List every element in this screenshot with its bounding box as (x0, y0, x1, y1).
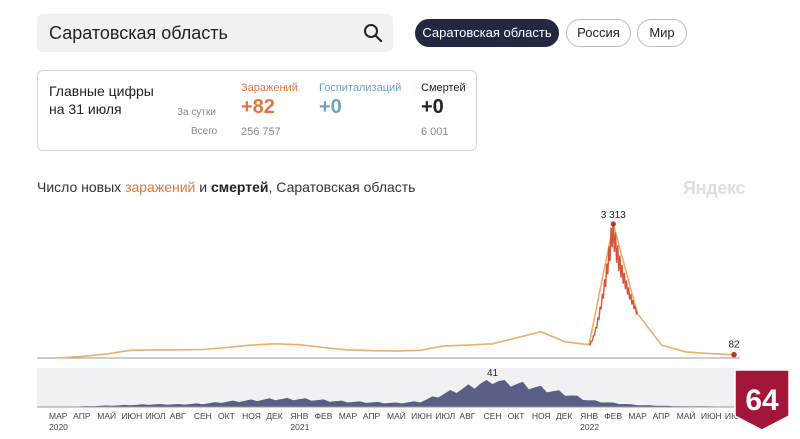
stats-title-line2: на 31 июля (49, 101, 122, 117)
region-64-badge: 64 (734, 369, 790, 431)
infections-label: Заражений (241, 82, 298, 94)
month-label: ОКТ (218, 411, 235, 421)
chart-title-pre: Число новых (37, 179, 126, 195)
month-label: ДЕК (266, 411, 283, 421)
row-label-daily: За сутки (177, 107, 216, 118)
deaths-panel-bg (37, 368, 740, 407)
month-label: МАЙ (676, 411, 696, 421)
deaths-peak-label: 41 (487, 368, 499, 379)
yandex-watermark: Яндекс (683, 178, 746, 198)
hospital-label: Госпитализаций (319, 82, 402, 94)
month-label: АВГ (169, 411, 186, 421)
stats-title-line1: Главные цифры (49, 83, 154, 99)
month-label: АПР (362, 411, 381, 421)
badge-text: 64 (745, 384, 779, 417)
chart-title-infections: заражений (125, 179, 196, 195)
month-label: ИЮН (121, 411, 143, 421)
search-box[interactable] (37, 14, 393, 52)
month-label: НОЯ (242, 411, 261, 421)
chart-title-post: , Саратовская область (268, 179, 416, 195)
month-label: АПР (652, 411, 670, 421)
month-label: МАЙ (387, 411, 406, 421)
year-label: 2022 (580, 422, 600, 432)
infections-peak-label: 3 313 (601, 210, 626, 221)
hospital-daily: +0 (319, 96, 342, 118)
region-pill-world[interactable]: Мир (637, 19, 687, 47)
month-label: МАР (338, 411, 358, 421)
chart-title: Число новых заражений и смертей, Саратов… (37, 179, 415, 195)
chart-title-mid: и (195, 179, 211, 195)
deaths-daily: +0 (421, 96, 444, 118)
month-label: НОЯ (531, 411, 551, 421)
month-label: ЯНВ (580, 411, 599, 421)
month-label: ИЮЛ (145, 411, 166, 421)
month-label: МАЙ (97, 411, 117, 421)
row-label-total: Всего (191, 126, 218, 137)
month-label: МАР (628, 411, 647, 421)
region-pill-saratov[interactable]: Саратовская область (415, 19, 559, 47)
month-label: СЕН (193, 411, 212, 421)
search-input[interactable] (37, 14, 347, 52)
infections-last-dot (731, 351, 737, 358)
year-label: 2021 (290, 422, 310, 432)
deaths-area (58, 380, 734, 407)
stats-card: Главные цифры на 31 июля За сутки Всего … (37, 70, 477, 151)
month-label: ОКТ (507, 411, 525, 421)
infections-last-label: 82 (728, 340, 740, 351)
year-label: 2020 (49, 422, 68, 432)
month-label: ФЕВ (604, 411, 623, 421)
month-label: МАР (49, 411, 68, 421)
month-label: ФЕВ (314, 411, 333, 421)
month-label: ИЮЛ (435, 411, 456, 421)
deaths-total: 6 001 (421, 126, 449, 138)
month-label: ИЮН (411, 411, 432, 421)
infections-peak-dot (610, 221, 616, 227)
month-label: ДЕК (556, 411, 573, 421)
month-label: ЯНВ (290, 411, 309, 421)
region-pill-russia[interactable]: Россия (566, 19, 631, 47)
month-label: СЕН (483, 411, 502, 421)
search-icon[interactable] (363, 23, 383, 43)
month-label: АПР (73, 411, 91, 421)
chart-title-deaths: смертей (210, 179, 269, 195)
infections-daily: +82 (241, 96, 275, 118)
month-label: ИЮН (700, 411, 722, 421)
deaths-label: Смертей (421, 82, 466, 94)
infections-line (57, 223, 735, 359)
month-label: АВГ (459, 411, 476, 421)
infections-total: 256 757 (241, 126, 281, 138)
